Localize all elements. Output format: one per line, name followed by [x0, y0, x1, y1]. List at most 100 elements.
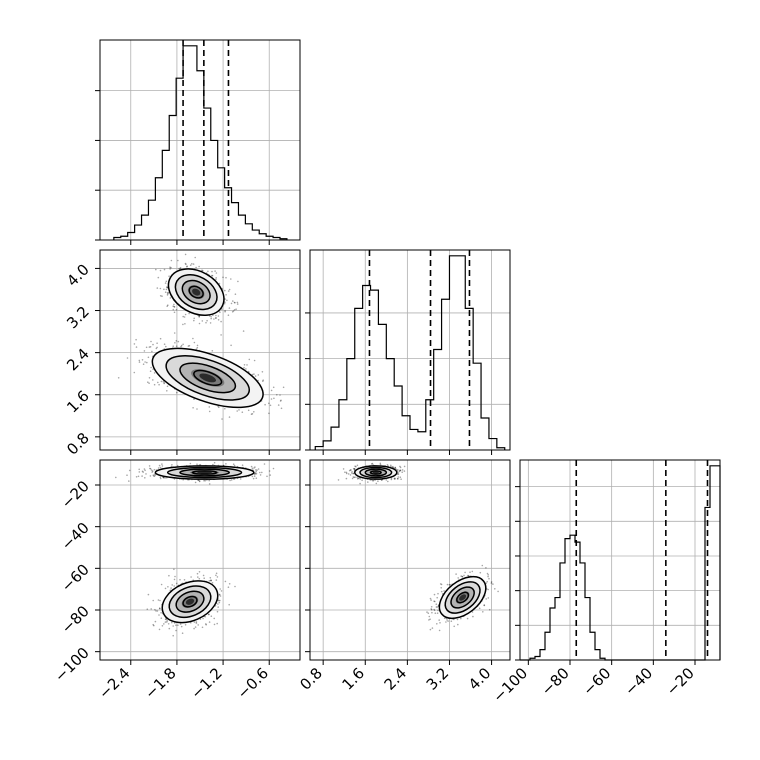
scatter-point	[207, 270, 209, 273]
scatter-point	[159, 599, 161, 602]
scatter-point	[487, 575, 489, 578]
y-tick-label: −60	[58, 560, 93, 595]
scatter-point	[184, 313, 187, 316]
scatter-point	[169, 268, 171, 270]
scatter-point	[160, 617, 163, 619]
scatter-point	[173, 305, 175, 308]
panel-frame-diag-3	[519, 459, 721, 661]
scatter-point	[175, 308, 178, 311]
scatter-point	[159, 466, 162, 469]
scatter-point	[161, 465, 164, 467]
scatter-point	[250, 413, 253, 416]
tick-labels-layer: −2.4 −1.8 −1.2 −0.6 0.8 1.6 2.4 3.2 4.0−100 −80 −6…	[51, 261, 698, 706]
scatter-point	[145, 473, 147, 475]
scatter-point	[253, 373, 255, 375]
contour-line	[364, 468, 388, 477]
scatter-point	[205, 623, 207, 626]
scatter-point	[464, 571, 466, 574]
scatter-point	[230, 344, 232, 347]
scatter-point	[433, 609, 436, 612]
scatter-point	[184, 323, 186, 325]
scatter-point	[164, 291, 167, 294]
scatter-point	[344, 471, 346, 474]
scatter-point	[208, 410, 211, 413]
scatter-point	[354, 476, 356, 479]
scatter-point	[225, 463, 227, 465]
x-tick-label: −1.8	[141, 664, 179, 702]
scatter-point	[152, 474, 155, 477]
scatter-point	[163, 268, 166, 271]
scatter-point	[160, 380, 163, 383]
y-tick-label: 0.8	[63, 429, 93, 459]
scatter-point	[232, 300, 234, 302]
scatter-point	[256, 469, 258, 471]
x-tick-label: 4.0	[465, 664, 495, 694]
scatter-point	[117, 377, 120, 379]
scatter-point	[178, 267, 180, 270]
scatter-point	[138, 361, 141, 363]
scatter-point	[352, 472, 355, 475]
scatter-point	[426, 611, 428, 613]
scatter-point	[431, 611, 433, 614]
scatter-point	[208, 613, 210, 616]
scatter-point	[485, 567, 487, 569]
contour-line	[166, 466, 243, 479]
scatter-point	[209, 577, 212, 579]
scatter-point	[251, 373, 254, 376]
scatter-point	[215, 572, 218, 575]
scatter-point	[161, 625, 164, 627]
scatter-point	[251, 475, 254, 478]
scatter-point	[456, 618, 459, 621]
scatter-point	[170, 259, 173, 262]
scatter-point	[167, 586, 169, 588]
scatter-point	[201, 269, 204, 272]
scatter-point	[195, 622, 198, 624]
scatter-point	[443, 617, 446, 620]
scatter-point	[182, 343, 184, 346]
scatter-point	[230, 278, 232, 280]
scatter-point	[156, 610, 159, 612]
scatter-point	[280, 407, 283, 410]
scatter-point	[190, 576, 192, 578]
scatter-point	[173, 585, 175, 587]
contour-line	[191, 470, 218, 475]
scatter-point	[230, 302, 233, 305]
scatter-point	[483, 604, 486, 607]
scatter-point	[242, 330, 245, 332]
y-tick-label: 3.2	[63, 303, 93, 333]
scatter-point	[399, 476, 402, 479]
grid-layer	[100, 40, 720, 660]
scatter-point	[141, 470, 144, 473]
density-band	[185, 598, 195, 605]
scatter-point	[159, 295, 162, 297]
scatter-point	[168, 627, 171, 630]
scatter-point	[347, 473, 350, 475]
scatter-point	[277, 404, 280, 406]
scatter-point	[230, 479, 233, 481]
scatter-point	[193, 319, 195, 322]
scatter-point	[461, 575, 464, 578]
scatter-point	[226, 299, 228, 302]
scatter-point	[494, 588, 496, 590]
scatter-point	[172, 305, 174, 308]
scatter-point	[460, 617, 462, 620]
scatter-point	[153, 468, 156, 471]
scatter-point	[198, 571, 201, 573]
scatter-point	[400, 478, 402, 481]
scatter-point	[189, 462, 192, 465]
scatter-point	[252, 477, 255, 480]
scatter-point	[148, 382, 150, 385]
contour-line	[181, 279, 211, 305]
scatter-point	[165, 345, 167, 348]
scatter-point	[175, 345, 178, 348]
scatter-point	[128, 469, 131, 472]
scatter-point	[353, 467, 356, 470]
scatter-point	[163, 343, 166, 346]
scatter-point	[255, 477, 258, 480]
contour-line	[165, 355, 250, 401]
scatter-point	[163, 288, 165, 291]
scatter-point	[431, 627, 434, 629]
x-tick-label: −40	[621, 664, 656, 699]
scatter-point	[138, 359, 141, 362]
scatter-point	[255, 473, 258, 475]
